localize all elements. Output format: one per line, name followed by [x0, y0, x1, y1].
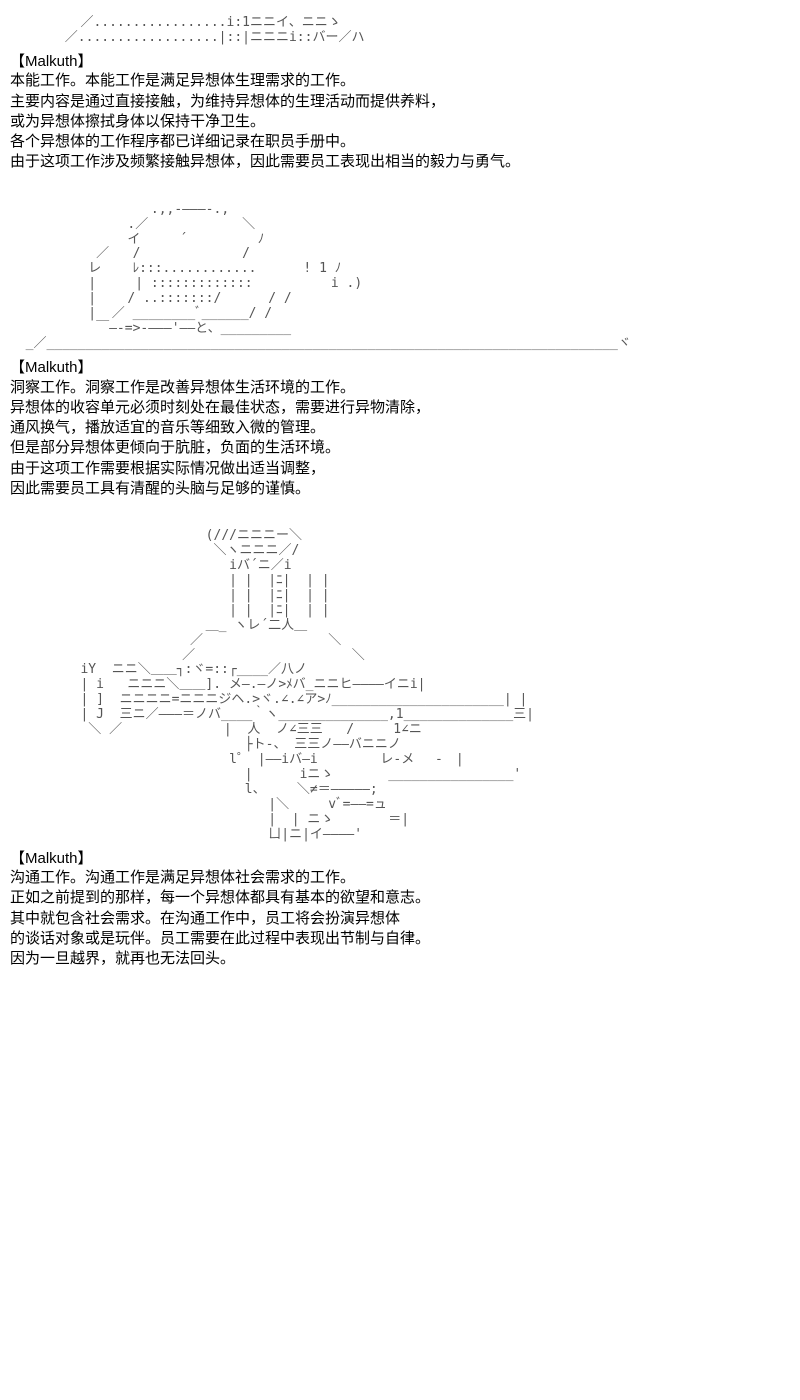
text-line: 主要内容是通过直接接触，为维持异想体的生理活动而提供养料， — [10, 92, 790, 112]
text-line: 因为一旦越界，就再也无法回头。 — [10, 949, 790, 969]
speaker-label-2: 【Malkuth】 — [10, 849, 790, 869]
speaker-label-1: 【Malkuth】 — [10, 358, 790, 378]
paragraph-2: 沟通工作。沟通工作是满足异想体社会需求的工作。正如之前提到的那样，每一个异想体都… — [10, 868, 790, 969]
text-line: 通风换气，播放适宜的音乐等细致入微的管理。 — [10, 418, 790, 438]
text-line: 正如之前提到的那样，每一个异想体都具有基本的欲望和意志。 — [10, 888, 790, 908]
text-line: 或为异想体擦拭身体以保持干净卫生。 — [10, 112, 790, 132]
text-line: 异想体的收容单元必须时刻处在最佳状态，需要进行异物清除， — [10, 398, 790, 418]
text-line: 因此需要员工具有清醒的头脑与足够的谨慎。 — [10, 479, 790, 499]
text-line: 的谈话对象或是玩伴。员工需要在此过程中表现出节制与自律。 — [10, 929, 790, 949]
text-line: 洞察工作。洞察工作是改善异想体生活环境的工作。 — [10, 378, 790, 398]
paragraph-1: 洞察工作。洞察工作是改善异想体生活环境的工作。异想体的收容单元必须时刻处在最佳状… — [10, 378, 790, 500]
text-line: 沟通工作。沟通工作是满足异想体社会需求的工作。 — [10, 868, 790, 888]
text-line: 由于这项工作涉及频繁接触异想体，因此需要员工表现出相当的毅力与勇气。 — [10, 152, 790, 172]
ascii-art-0: ／.................i:1ニニイ、ニニゝ ／..........… — [10, 16, 790, 46]
text-line: 本能工作。本能工作是满足异想体生理需求的工作。 — [10, 71, 790, 91]
text-line: 其中就包含社会需求。在沟通工作中，员工将会扮演异想体 — [10, 909, 790, 929]
ascii-art-1: .,,-―――-., .／ ＼ イ ´ ﾉ ／ / / レ ﾚ:::......… — [10, 203, 790, 352]
paragraph-0: 本能工作。本能工作是满足异想体生理需求的工作。主要内容是通过直接接触，为维持异想… — [10, 71, 790, 172]
text-line: 由于这项工作需要根据实际情况做出适当调整， — [10, 459, 790, 479]
ascii-art-2: (///ニニニー＼ ＼ヽニニニ／/ iバ´ニ／i | | |ﾆ| | | | |… — [10, 529, 790, 843]
speaker-label-0: 【Malkuth】 — [10, 52, 790, 72]
text-line: 但是部分异想体更倾向于肮脏，负面的生活环境。 — [10, 438, 790, 458]
text-line: 各个异想体的工作程序都已详细记录在职员手册中。 — [10, 132, 790, 152]
